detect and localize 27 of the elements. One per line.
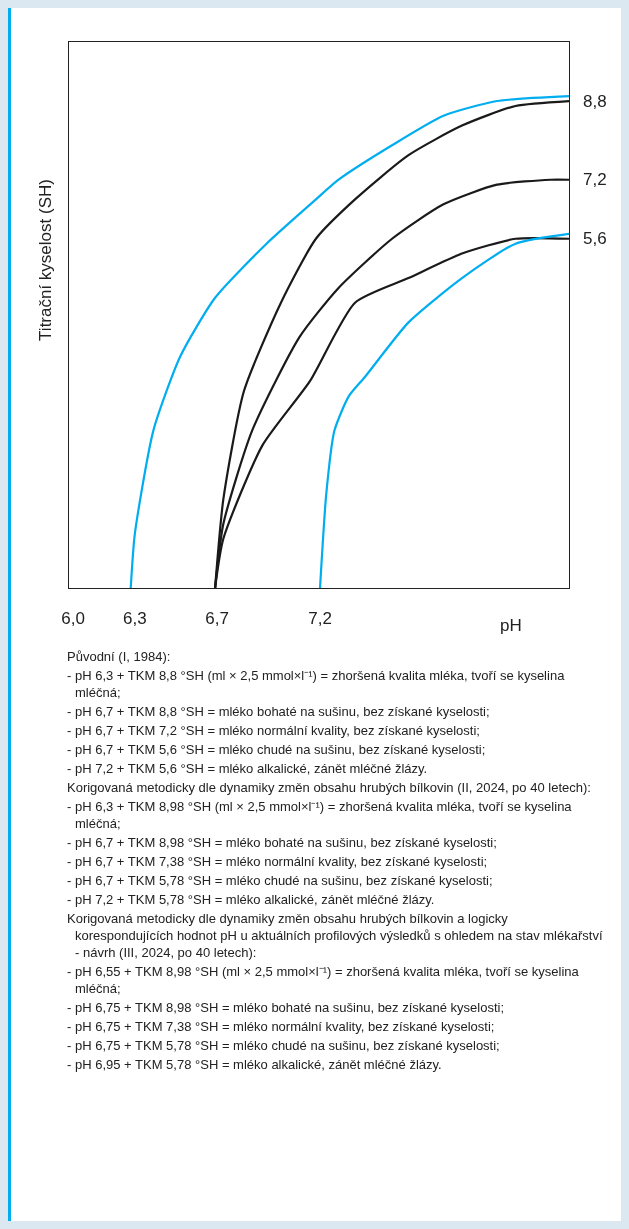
series-label: 7,2: [583, 170, 607, 189]
text: - pH 6,7 + TKM 8,8 °SH = mléko bohaté na sušinu, bez získané kyselosti;: [67, 703, 491, 720]
text: Korigovaná metodicky dle dynamiky změn obsahu hrubých bílkovin (II, 2024, po 40 letech):: [67, 779, 592, 796]
text: - pH 6,7 + TKM 7,2 °SH = mléko normální kvality, bez získané kyselosti;: [67, 722, 481, 739]
text: - pH 6,3 + TKM 8,8 °SH (ml × 2,5 mmol×l⁻¹) = zhoršená kvalita mléka, tvoří se kyselina mléčná;: [67, 667, 566, 701]
text: - pH 6,55 + TKM 8,98 °SH (ml × 2,5 mmol×l⁻¹) = zhoršená kvalita mléka, tvoří se kyselina mléčná;: [67, 963, 580, 997]
text: - pH 6,7 + TKM 5,78 °SH = mléko chudé na sušinu, bez získané kyselosti;: [67, 872, 494, 889]
series-label: 8,8: [583, 92, 607, 111]
text: - pH 6,7 + TKM 8,98 °SH = mléko bohaté na sušinu, bez získané kyselosti;: [67, 834, 498, 851]
text: - pH 6,7 + TKM 7,38 °SH = mléko normální kvality, bez získané kyselosti;: [67, 853, 489, 870]
text: - pH 7,2 + TKM 5,6 °SH = mléko alkalické, zánět mléčné žlázy.: [67, 760, 429, 777]
series-label: 5,6: [583, 229, 607, 248]
text: - pH 6,7 + TKM 5,6 °SH = mléko chudé na sušinu, bez získané kyselosti;: [67, 741, 487, 758]
text: Korigovaná metodicky dle dynamiky změn obsahu hrubých bílkovin a logicky korespondujících hodnot pH u aktuálních profilových výsledků s ohledem na stav mlékařství - návrh (III, 2024, po 40 letech):: [67, 910, 604, 961]
text: - pH 7,2 + TKM 5,78 °SH = mléko alkalické, zánět mléčné žlázy.: [67, 891, 436, 908]
text: - pH 6,75 + TKM 7,38 °SH = mléko normální kvality, bez získané kyselosti;: [67, 1018, 496, 1035]
x-tick-label: 6,0: [61, 608, 85, 628]
x-tick-label: 6,7: [205, 608, 229, 628]
y-axis-title: Titrační kyselost (SH): [36, 179, 56, 341]
text: - pH 6,3 + TKM 8,98 °SH (ml × 2,5 mmol×l⁻¹) = zhoršená kvalita mléka, tvoří se kyselina mléčná;: [67, 798, 573, 832]
x-tick-label: 6,3: [123, 608, 147, 628]
text: - pH 6,95 + TKM 5,78 °SH = mléko alkalické, zánět mléčné žlázy.: [67, 1056, 443, 1073]
text: Původní (I, 1984):: [67, 648, 172, 665]
x-tick-label: 7,2: [308, 608, 332, 628]
text: - pH 6,75 + TKM 8,98 °SH = mléko bohaté na sušinu, bez získané kyselosti;: [67, 999, 506, 1016]
text: - pH 6,75 + TKM 5,78 °SH = mléko chudé na sušinu, bez získané kyselosti;: [67, 1037, 501, 1054]
x-axis-title: pH: [500, 616, 522, 635]
